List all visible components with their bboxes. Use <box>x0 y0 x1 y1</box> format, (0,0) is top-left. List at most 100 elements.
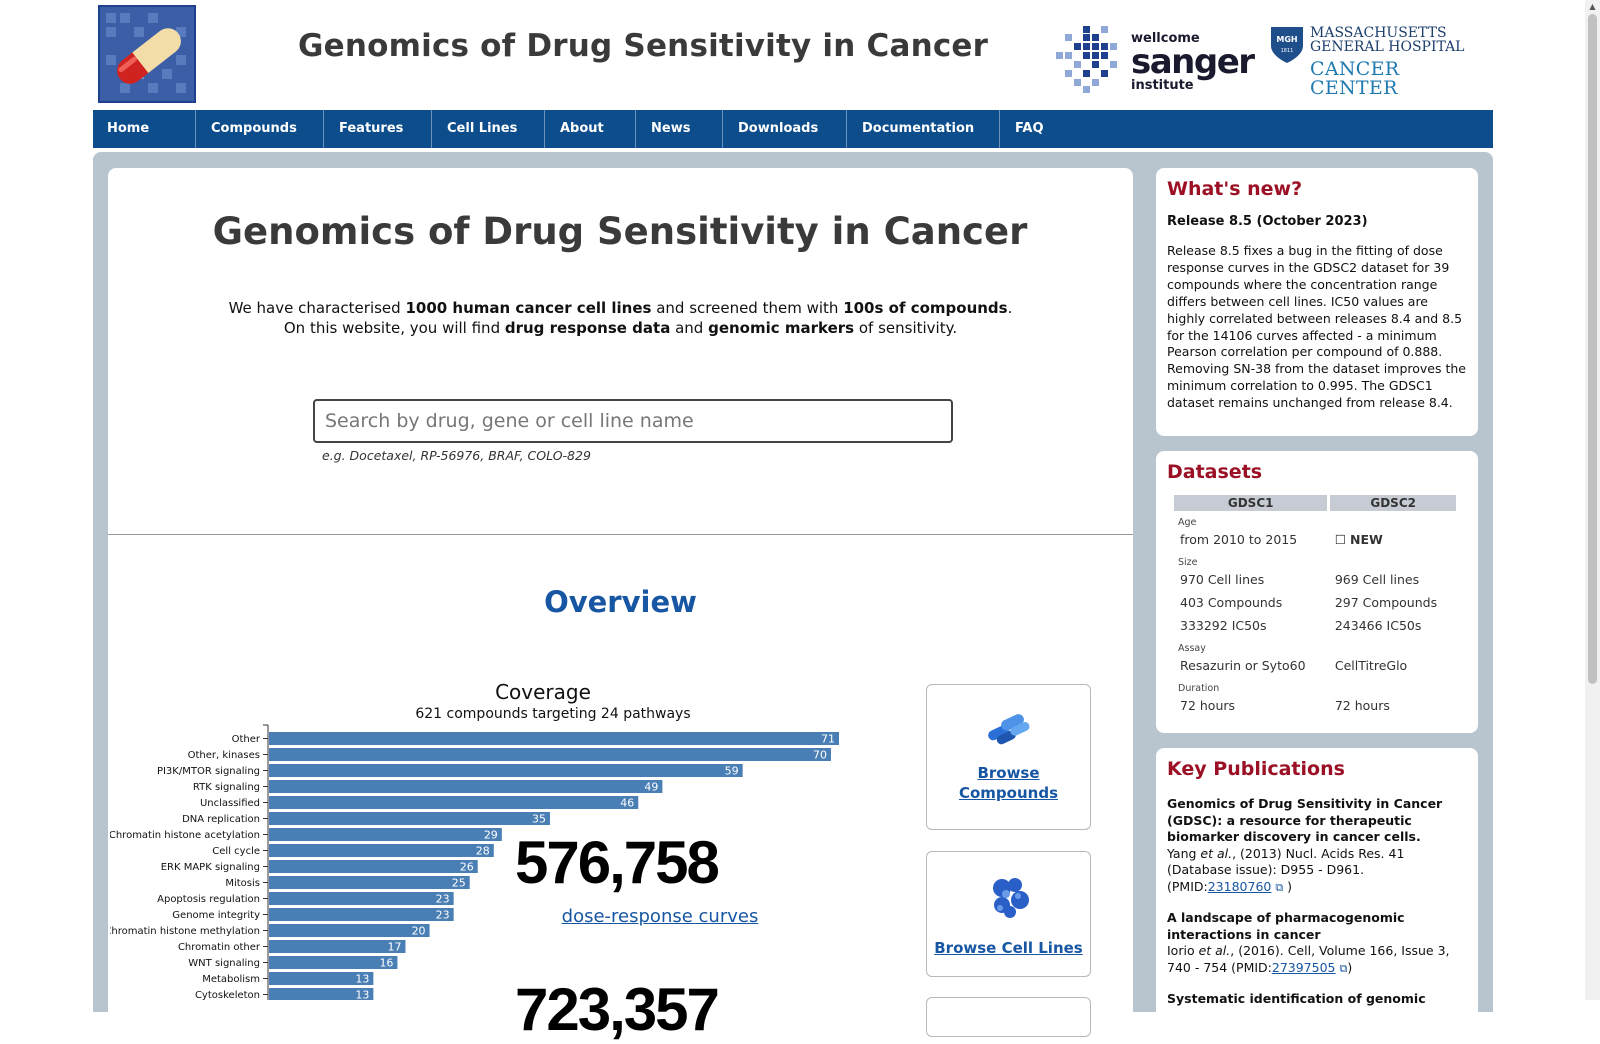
chart-subtitle: 621 compounds targeting 24 pathways <box>415 706 691 722</box>
chart-value-label: 17 <box>387 941 401 954</box>
chart-value-label: 16 <box>379 957 393 970</box>
mgh-shield-icon: MGH 1811 <box>1271 27 1303 63</box>
overview-title: Overview <box>544 585 697 619</box>
gdsc1-ic50s: 333292 IC50s <box>1180 618 1267 633</box>
main-nav: Home Compounds Features Cell Lines About… <box>93 110 1493 148</box>
chart-value-label: 71 <box>821 733 835 746</box>
chart-bar[interactable] <box>269 988 374 1000</box>
mgh-line1: MASSACHUSETTS <box>1310 25 1447 41</box>
publications-panel: Key Publications Genomics of Drug Sensit… <box>1156 748 1478 1018</box>
gdsc2-age: ☐ NEW <box>1329 528 1458 551</box>
publications-heading: Key Publications <box>1167 758 1345 780</box>
chart-category-label: Cell cycle <box>212 846 260 857</box>
gdsc1-cells: 970 Cell lines <box>1180 572 1265 587</box>
chart-bar[interactable] <box>269 956 398 969</box>
browse-compounds-card[interactable]: Browse Compounds <box>926 684 1091 830</box>
chart-bar[interactable] <box>269 892 454 905</box>
pub2-reference: Iorio et al., (2016). Cell, Volume 166, … <box>1167 943 1467 977</box>
chart-value-label: 23 <box>436 893 450 906</box>
chart-bar[interactable] <box>269 972 374 985</box>
datasets-panel: Datasets GDSC1 GDSC2 Age from 2010 to 20… <box>1156 451 1478 733</box>
capsules-icon <box>987 714 1029 745</box>
gdsc1-duration: 72 hours <box>1180 698 1236 713</box>
chart-bar[interactable] <box>269 908 454 921</box>
gdsc-logo[interactable] <box>98 5 196 103</box>
nav-about[interactable]: About <box>545 110 636 148</box>
pub3-title: Systematic identification of genomic <box>1167 991 1426 1006</box>
chart-bar[interactable] <box>269 796 639 809</box>
mgh-line2: GENERAL HOSPITAL <box>1310 39 1465 55</box>
gdsc1-assay: Resazurin or Syto60 <box>1180 658 1306 673</box>
new-checkbox-icon: ☐ <box>1334 532 1347 547</box>
nav-cell-lines[interactable]: Cell Lines <box>432 110 545 148</box>
browse-extra-card[interactable] <box>926 997 1091 1037</box>
gdsc2-header[interactable]: GDSC2 <box>1328 495 1459 511</box>
dose-response-link[interactable]: dose-response curves <box>561 906 759 927</box>
mgh-badge-text: MGH <box>1276 35 1297 44</box>
gdsc2-duration: 72 hours <box>1334 698 1390 713</box>
mgh-badge-year: 1811 <box>1281 48 1294 54</box>
nav-features[interactable]: Features <box>324 110 432 148</box>
cells-icon <box>992 878 1029 918</box>
browse-cell-lines-link[interactable]: Browse Cell Lines <box>934 939 1083 957</box>
nav-documentation[interactable]: Documentation <box>847 110 1000 148</box>
gdsc2-compounds: 297 Compounds <box>1334 595 1438 610</box>
chart-category-label: PI3K/MTOR signaling <box>157 766 260 777</box>
browse-compounds-link[interactable]: Browse Compounds <box>958 764 1058 802</box>
chart-category-label: Other, kinases <box>188 750 260 761</box>
chart-bar[interactable] <box>269 780 663 793</box>
gdsc1-age: from 2010 to 2015 <box>1180 532 1298 547</box>
whats-new-panel: What's new? Release 8.5 (October 2023) R… <box>1156 168 1478 436</box>
chart-bar[interactable] <box>269 940 406 953</box>
nav-news[interactable]: News <box>636 110 723 148</box>
scrollbar-thumb[interactable] <box>1588 14 1597 684</box>
pill-icon <box>100 7 194 101</box>
second-stat-count: 723,357 <box>515 976 720 1043</box>
sanger-line1: wellcome <box>1131 31 1200 46</box>
chart-category-label: Genome integrity <box>172 910 260 921</box>
pub2-pmid-link[interactable]: 27397505 <box>1271 959 1336 975</box>
coverage-chart: Other 71 Other, kinases 70 PI3K/MTOR signali… <box>110 724 839 1001</box>
browse-cell-lines-card[interactable]: Browse Cell Lines <box>926 851 1091 977</box>
chart-bar[interactable] <box>269 812 550 825</box>
release-title: Release 8.5 (October 2023) <box>1167 214 1368 229</box>
chart-value-label: 35 <box>532 813 546 826</box>
nav-faq[interactable]: FAQ <box>1015 121 1044 136</box>
chart-bar[interactable] <box>269 924 430 937</box>
chart-value-label: 13 <box>355 989 369 1001</box>
chart-bar[interactable] <box>269 748 831 761</box>
sanger-line2: sanger <box>1131 42 1255 82</box>
search-input[interactable] <box>313 399 953 443</box>
pub1-reference: Yang et al., (2013) Nucl. Acids Res. 41 … <box>1167 846 1467 897</box>
mgh-logo[interactable]: MGH 1811 MASSACHUSETTS GENERAL HOSPITAL … <box>1270 24 1485 98</box>
chart-category-label: Metabolism <box>202 974 260 985</box>
chart-bar[interactable] <box>269 876 470 889</box>
pub1-title: Genomics of Drug Sensitivity in Cancer (… <box>1167 796 1443 844</box>
nav-downloads[interactable]: Downloads <box>723 110 847 148</box>
sanger-logo[interactable]: wellcome sanger institute <box>1055 22 1255 94</box>
chart-value-label: 20 <box>412 925 426 938</box>
chart-bar[interactable] <box>269 764 743 777</box>
chart-bar[interactable] <box>269 844 494 857</box>
chart-bar[interactable] <box>269 732 839 745</box>
chart-value-label: 25 <box>452 877 466 890</box>
sanger-line3: institute <box>1131 78 1194 93</box>
chart-bar[interactable] <box>269 828 502 841</box>
chart-category-label: Unclassified <box>200 798 260 809</box>
nav-home[interactable]: Home <box>93 110 196 148</box>
scroll-up-icon[interactable]: ▲ <box>1589 2 1596 11</box>
intro-line-1: We have characterised 1000 human cancer … <box>228 299 1013 317</box>
intro-line-2: On this website, you will find drug resp… <box>283 319 958 337</box>
pub2-title: A landscape of pharmacogenomic interacti… <box>1167 910 1405 942</box>
datasets-heading: Datasets <box>1167 461 1263 483</box>
pub1-pmid-link[interactable]: 23180760 <box>1207 878 1272 894</box>
chart-category-label: Chromatin histone methylation <box>110 926 260 937</box>
chart-bar[interactable] <box>269 860 478 873</box>
page-title: Genomics of Drug Sensitivity in Cancer <box>212 210 1028 253</box>
new-badge: NEW <box>1350 532 1383 547</box>
chart-value-label: 59 <box>725 765 739 778</box>
chart-value-label: 70 <box>813 749 827 762</box>
gdsc1-header[interactable]: GDSC1 <box>1174 495 1331 511</box>
whats-new-heading: What's new? <box>1167 178 1303 200</box>
nav-compounds[interactable]: Compounds <box>196 110 324 148</box>
